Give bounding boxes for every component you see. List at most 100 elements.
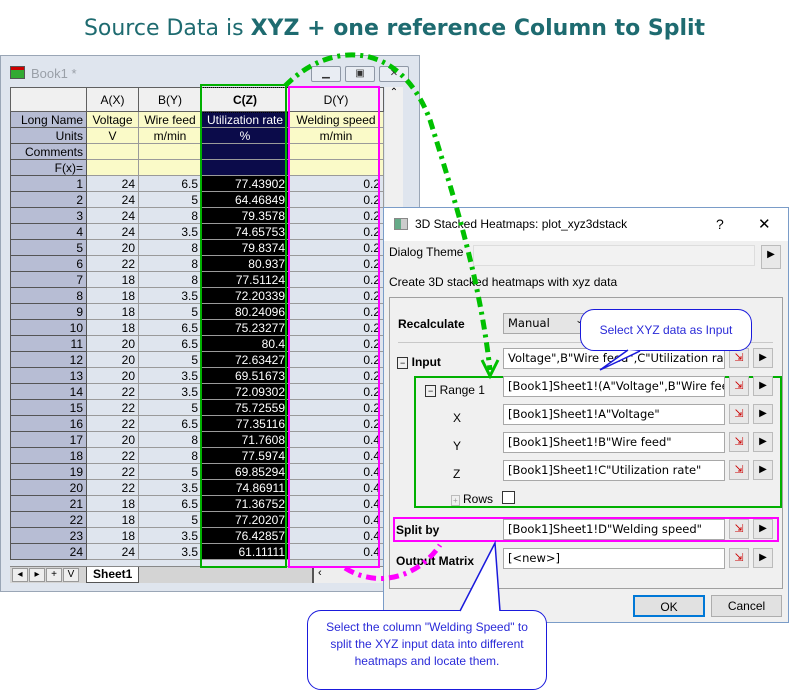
data-cell[interactable]: 74.65753: [201, 223, 289, 240]
row-number[interactable]: 2: [10, 191, 87, 208]
close-button[interactable]: ✕: [379, 66, 409, 82]
row-number[interactable]: 16: [10, 415, 87, 432]
data-cell[interactable]: 20: [86, 351, 139, 368]
input-label[interactable]: − Input: [397, 355, 441, 369]
menu-arrow-button[interactable]: ▶: [753, 519, 773, 539]
data-cell[interactable]: 77.51124: [201, 271, 289, 288]
data-cell[interactable]: 8: [138, 255, 202, 272]
data-cell[interactable]: 18: [86, 319, 139, 336]
row-number[interactable]: 5: [10, 239, 87, 256]
corner-cell[interactable]: [10, 87, 87, 112]
data-cell[interactable]: 3.5: [138, 383, 202, 400]
data-cell[interactable]: 8: [138, 431, 202, 448]
z-field[interactable]: [Book1]Sheet1!C"Utilization rate": [503, 460, 725, 481]
row-number[interactable]: 14: [10, 383, 87, 400]
data-cell[interactable]: 24: [86, 207, 139, 224]
data-cell[interactable]: 18: [86, 511, 139, 528]
x-field[interactable]: [Book1]Sheet1!A"Voltage": [503, 404, 725, 425]
y-field[interactable]: [Book1]Sheet1!B"Wire feed": [503, 432, 725, 453]
column-header[interactable]: A(X): [86, 87, 139, 112]
data-cell[interactable]: 3.5: [138, 287, 202, 304]
meta-cell[interactable]: m/min: [138, 127, 202, 144]
data-cell[interactable]: 18: [86, 303, 139, 320]
data-cell[interactable]: 77.5974: [201, 447, 289, 464]
data-cell[interactable]: 18: [86, 495, 139, 512]
data-cell[interactable]: 3.5: [138, 527, 202, 544]
data-cell[interactable]: 22: [86, 255, 139, 272]
data-cell[interactable]: 5: [138, 303, 202, 320]
menu-arrow-button[interactable]: ▶: [753, 432, 773, 452]
data-cell[interactable]: 0.4: [288, 431, 384, 448]
row-label[interactable]: Units: [10, 127, 87, 144]
row-number[interactable]: 11: [10, 335, 87, 352]
data-cell[interactable]: 72.63427: [201, 351, 289, 368]
data-cell[interactable]: 80.937: [201, 255, 289, 272]
menu-arrow-button[interactable]: ▶: [753, 376, 773, 396]
data-cell[interactable]: 22: [86, 383, 139, 400]
row-number[interactable]: 7: [10, 271, 87, 288]
data-cell[interactable]: 76.42857: [201, 527, 289, 544]
data-cell[interactable]: 61.11111: [201, 543, 289, 560]
row-number[interactable]: 8: [10, 287, 87, 304]
cancel-button[interactable]: Cancel: [711, 595, 782, 617]
row-number[interactable]: 21: [10, 495, 87, 512]
data-cell[interactable]: 22: [86, 399, 139, 416]
data-cell[interactable]: 3.5: [138, 543, 202, 560]
range-picker-icon[interactable]: ⇲: [729, 460, 749, 480]
data-cell[interactable]: 20: [86, 431, 139, 448]
meta-cell[interactable]: V: [86, 127, 139, 144]
range-picker-icon[interactable]: ⇲: [729, 404, 749, 424]
data-cell[interactable]: 5: [138, 511, 202, 528]
data-cell[interactable]: 77.20207: [201, 511, 289, 528]
meta-cell[interactable]: Voltage: [86, 111, 139, 128]
meta-cell[interactable]: [201, 159, 289, 176]
row-number[interactable]: 4: [10, 223, 87, 240]
minimize-button[interactable]: ▁: [311, 66, 341, 82]
output-matrix-field[interactable]: [<new>]: [503, 548, 725, 569]
meta-cell[interactable]: %: [201, 127, 289, 144]
data-cell[interactable]: 5: [138, 351, 202, 368]
row-number[interactable]: 17: [10, 431, 87, 448]
data-cell[interactable]: 20: [86, 335, 139, 352]
data-cell[interactable]: 18: [86, 271, 139, 288]
range-picker-icon[interactable]: ⇲: [729, 376, 749, 396]
data-cell[interactable]: 3.5: [138, 223, 202, 240]
data-cell[interactable]: 6.5: [138, 319, 202, 336]
meta-cell[interactable]: Wire feed: [138, 111, 202, 128]
split-by-field[interactable]: [Book1]Sheet1!D"Welding speed": [503, 519, 725, 540]
data-cell[interactable]: 74.86911: [201, 479, 289, 496]
data-cell[interactable]: 6.5: [138, 415, 202, 432]
help-button[interactable]: ?: [716, 216, 724, 232]
data-cell[interactable]: 18: [86, 287, 139, 304]
range-picker-icon[interactable]: ⇲: [729, 432, 749, 452]
data-cell[interactable]: 79.3578: [201, 207, 289, 224]
data-cell[interactable]: 6.5: [138, 335, 202, 352]
row-number[interactable]: 22: [10, 511, 87, 528]
data-cell[interactable]: 75.72559: [201, 399, 289, 416]
data-cell[interactable]: 20: [86, 367, 139, 384]
row-number[interactable]: 6: [10, 255, 87, 272]
data-cell[interactable]: 24: [86, 223, 139, 240]
data-cell[interactable]: 24: [86, 191, 139, 208]
data-cell[interactable]: 22: [86, 415, 139, 432]
data-cell[interactable]: 24: [86, 543, 139, 560]
data-cell[interactable]: 8: [138, 239, 202, 256]
sheet-list-button[interactable]: V: [63, 568, 79, 582]
data-cell[interactable]: 5: [138, 191, 202, 208]
row-number[interactable]: 3: [10, 207, 87, 224]
meta-cell[interactable]: [138, 159, 202, 176]
theme-menu-button[interactable]: ▶: [761, 245, 781, 269]
row-number[interactable]: 10: [10, 319, 87, 336]
next-sheet-button[interactable]: ▸: [29, 568, 45, 582]
data-cell[interactable]: 5: [138, 463, 202, 480]
row-number[interactable]: 9: [10, 303, 87, 320]
row-label[interactable]: Long Name: [10, 111, 87, 128]
range1-label[interactable]: − Range 1: [425, 383, 485, 397]
data-cell[interactable]: 3.5: [138, 479, 202, 496]
row-number[interactable]: 23: [10, 527, 87, 544]
ok-button[interactable]: OK: [633, 595, 705, 617]
data-cell[interactable]: 22: [86, 447, 139, 464]
data-cell[interactable]: 71.36752: [201, 495, 289, 512]
data-cell[interactable]: 80.4: [201, 335, 289, 352]
range-picker-icon[interactable]: ⇲: [729, 519, 749, 539]
